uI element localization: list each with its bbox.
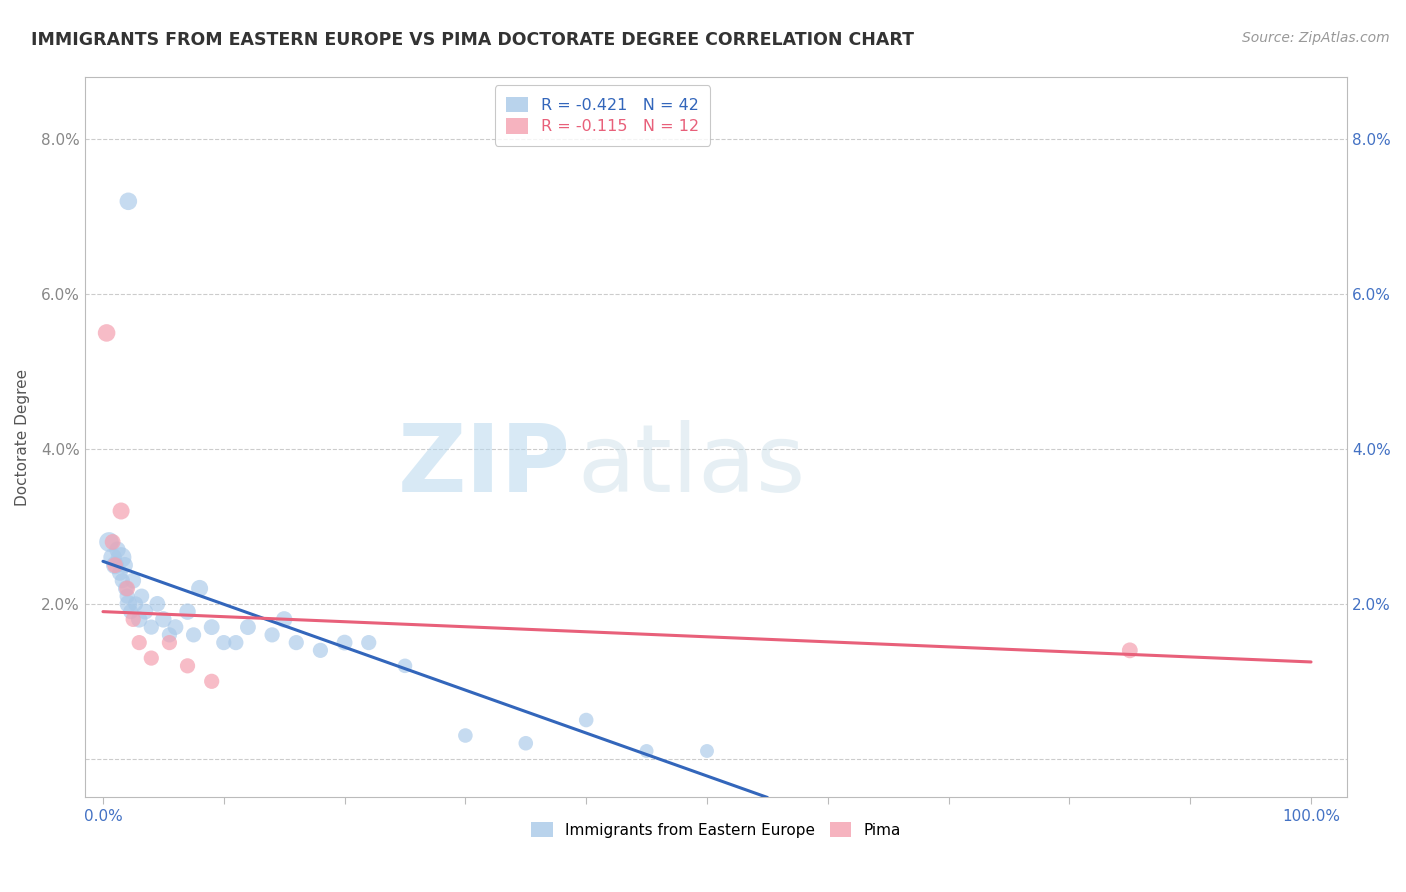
Text: atlas: atlas bbox=[578, 420, 806, 512]
Point bbox=[101, 535, 124, 549]
Point bbox=[104, 558, 127, 573]
Point bbox=[98, 535, 121, 549]
Point bbox=[122, 612, 145, 626]
Point bbox=[124, 597, 146, 611]
Point bbox=[225, 635, 247, 649]
Point bbox=[262, 628, 284, 642]
Point bbox=[101, 550, 124, 565]
Point bbox=[122, 574, 145, 588]
Point bbox=[273, 612, 295, 626]
Legend: Immigrants from Eastern Europe, Pima: Immigrants from Eastern Europe, Pima bbox=[524, 816, 907, 844]
Point bbox=[183, 628, 205, 642]
Point bbox=[128, 635, 150, 649]
Point bbox=[117, 194, 139, 209]
Point bbox=[188, 582, 211, 596]
Text: IMMIGRANTS FROM EASTERN EUROPE VS PIMA DOCTORATE DEGREE CORRELATION CHART: IMMIGRANTS FROM EASTERN EUROPE VS PIMA D… bbox=[31, 31, 914, 49]
Point bbox=[117, 597, 139, 611]
Point bbox=[104, 558, 127, 573]
Point bbox=[165, 620, 187, 634]
Point bbox=[111, 574, 134, 588]
Point bbox=[108, 566, 131, 580]
Point bbox=[115, 582, 138, 596]
Point bbox=[115, 589, 138, 603]
Point bbox=[157, 635, 180, 649]
Text: ZIP: ZIP bbox=[398, 420, 571, 512]
Point bbox=[128, 612, 150, 626]
Point bbox=[141, 651, 163, 665]
Point bbox=[575, 713, 598, 727]
Point bbox=[696, 744, 718, 758]
Point bbox=[357, 635, 380, 649]
Point bbox=[515, 736, 537, 750]
Text: Source: ZipAtlas.com: Source: ZipAtlas.com bbox=[1241, 31, 1389, 45]
Point bbox=[107, 542, 129, 557]
Point bbox=[201, 620, 224, 634]
Point bbox=[110, 504, 132, 518]
Point bbox=[157, 628, 180, 642]
Point bbox=[96, 326, 118, 340]
Point bbox=[309, 643, 332, 657]
Point bbox=[176, 605, 198, 619]
Point bbox=[141, 620, 163, 634]
Point bbox=[115, 582, 138, 596]
Point bbox=[131, 589, 153, 603]
Point bbox=[636, 744, 658, 758]
Point bbox=[114, 558, 136, 573]
Point bbox=[236, 620, 259, 634]
Y-axis label: Doctorate Degree: Doctorate Degree bbox=[15, 369, 30, 506]
Point bbox=[212, 635, 235, 649]
Point bbox=[120, 605, 142, 619]
Point bbox=[110, 550, 132, 565]
Point bbox=[285, 635, 308, 649]
Point bbox=[394, 658, 416, 673]
Point bbox=[1119, 643, 1142, 657]
Point bbox=[176, 658, 198, 673]
Point bbox=[134, 605, 156, 619]
Point bbox=[333, 635, 356, 649]
Point bbox=[146, 597, 169, 611]
Point bbox=[201, 674, 224, 689]
Point bbox=[152, 612, 174, 626]
Point bbox=[454, 729, 477, 743]
